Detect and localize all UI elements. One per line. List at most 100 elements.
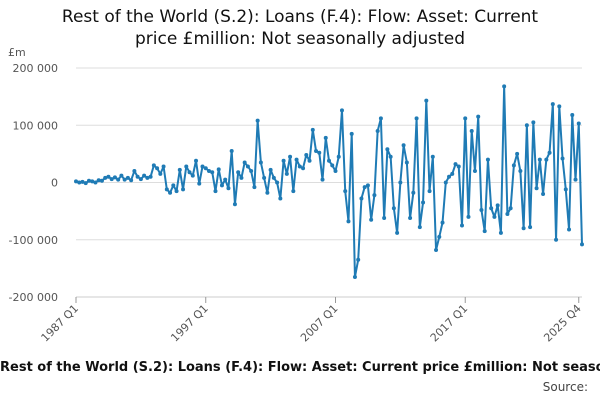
data-point[interactable] xyxy=(421,200,426,205)
data-point[interactable] xyxy=(524,123,529,128)
data-point[interactable] xyxy=(262,175,267,180)
data-point[interactable] xyxy=(434,248,439,253)
data-point[interactable] xyxy=(482,229,487,234)
data-point[interactable] xyxy=(417,225,422,230)
data-point[interactable] xyxy=(495,203,500,208)
data-point[interactable] xyxy=(86,178,91,183)
data-point[interactable] xyxy=(119,173,124,178)
data-point[interactable] xyxy=(236,170,241,175)
data-point[interactable] xyxy=(382,215,387,220)
data-point[interactable] xyxy=(229,149,234,154)
data-point[interactable] xyxy=(365,183,370,188)
data-point[interactable] xyxy=(395,230,400,235)
data-point[interactable] xyxy=(161,164,166,169)
data-point[interactable] xyxy=(284,171,289,176)
data-point[interactable] xyxy=(323,135,328,140)
data-point[interactable] xyxy=(109,177,114,182)
data-point[interactable] xyxy=(447,174,452,179)
data-point[interactable] xyxy=(414,116,419,121)
data-point[interactable] xyxy=(151,163,156,168)
data-point[interactable] xyxy=(580,242,584,247)
data-point[interactable] xyxy=(278,196,283,201)
data-point[interactable] xyxy=(385,147,390,152)
data-point[interactable] xyxy=(288,154,293,159)
data-point[interactable] xyxy=(388,154,393,159)
data-point[interactable] xyxy=(479,207,484,212)
data-point[interactable] xyxy=(398,180,403,185)
data-point[interactable] xyxy=(116,177,121,182)
data-point[interactable] xyxy=(557,104,562,109)
data-point[interactable] xyxy=(362,185,367,190)
data-point[interactable] xyxy=(232,202,237,207)
data-point[interactable] xyxy=(304,153,309,158)
data-point[interactable] xyxy=(544,157,549,162)
data-point[interactable] xyxy=(528,225,533,230)
data-point[interactable] xyxy=(476,114,481,119)
data-point[interactable] xyxy=(294,157,299,162)
data-point[interactable] xyxy=(122,177,127,182)
data-point[interactable] xyxy=(226,186,231,191)
data-point[interactable] xyxy=(213,189,218,194)
data-point[interactable] xyxy=(369,217,374,222)
data-point[interactable] xyxy=(443,180,448,185)
data-point[interactable] xyxy=(258,160,263,165)
data-point[interactable] xyxy=(155,166,160,171)
data-point[interactable] xyxy=(327,158,331,163)
data-point[interactable] xyxy=(508,206,513,211)
data-point[interactable] xyxy=(275,180,280,185)
data-point[interactable] xyxy=(210,170,215,175)
data-point[interactable] xyxy=(184,164,189,169)
data-point[interactable] xyxy=(550,102,555,107)
data-point[interactable] xyxy=(459,223,464,228)
data-point[interactable] xyxy=(411,190,416,195)
data-point[interactable] xyxy=(343,189,348,194)
data-point[interactable] xyxy=(563,187,568,192)
data-point[interactable] xyxy=(466,214,471,219)
data-point[interactable] xyxy=(372,193,377,198)
data-point[interactable] xyxy=(314,149,319,154)
data-point[interactable] xyxy=(177,167,182,172)
data-point[interactable] xyxy=(492,214,497,219)
data-point[interactable] xyxy=(265,190,270,195)
data-point[interactable] xyxy=(223,177,228,182)
data-point[interactable] xyxy=(249,169,254,174)
data-point[interactable] xyxy=(576,121,581,126)
data-point[interactable] xyxy=(554,237,559,242)
data-point[interactable] xyxy=(138,177,143,182)
data-point[interactable] xyxy=(206,169,211,174)
data-point[interactable] xyxy=(356,257,361,262)
data-point[interactable] xyxy=(197,181,202,186)
data-point[interactable] xyxy=(489,206,494,211)
data-point[interactable] xyxy=(427,189,432,194)
data-point[interactable] xyxy=(297,164,302,169)
data-point[interactable] xyxy=(352,274,357,279)
data-point[interactable] xyxy=(148,174,153,179)
data-point[interactable] xyxy=(391,206,396,211)
data-point[interactable] xyxy=(430,154,435,159)
data-point[interactable] xyxy=(281,158,286,163)
data-point[interactable] xyxy=(498,230,503,235)
data-point[interactable] xyxy=(242,160,247,165)
data-point[interactable] xyxy=(333,169,338,174)
data-point[interactable] xyxy=(515,151,520,156)
data-point[interactable] xyxy=(456,164,461,169)
data-point[interactable] xyxy=(245,164,250,169)
data-point[interactable] xyxy=(424,98,429,103)
data-point[interactable] xyxy=(404,160,409,165)
data-point[interactable] xyxy=(142,173,147,178)
data-point[interactable] xyxy=(168,190,173,195)
data-point[interactable] xyxy=(255,118,260,123)
data-point[interactable] xyxy=(505,211,510,216)
data-point[interactable] xyxy=(190,173,195,178)
data-point[interactable] xyxy=(310,127,315,132)
data-point[interactable] xyxy=(317,150,322,155)
data-point[interactable] xyxy=(349,131,354,136)
data-point[interactable] xyxy=(271,175,276,180)
data-point[interactable] xyxy=(216,167,221,172)
data-point[interactable] xyxy=(541,191,546,196)
data-point[interactable] xyxy=(135,174,140,179)
data-point[interactable] xyxy=(547,150,552,155)
data-point[interactable] xyxy=(90,179,95,184)
data-point[interactable] xyxy=(521,226,526,231)
data-point[interactable] xyxy=(330,163,335,168)
